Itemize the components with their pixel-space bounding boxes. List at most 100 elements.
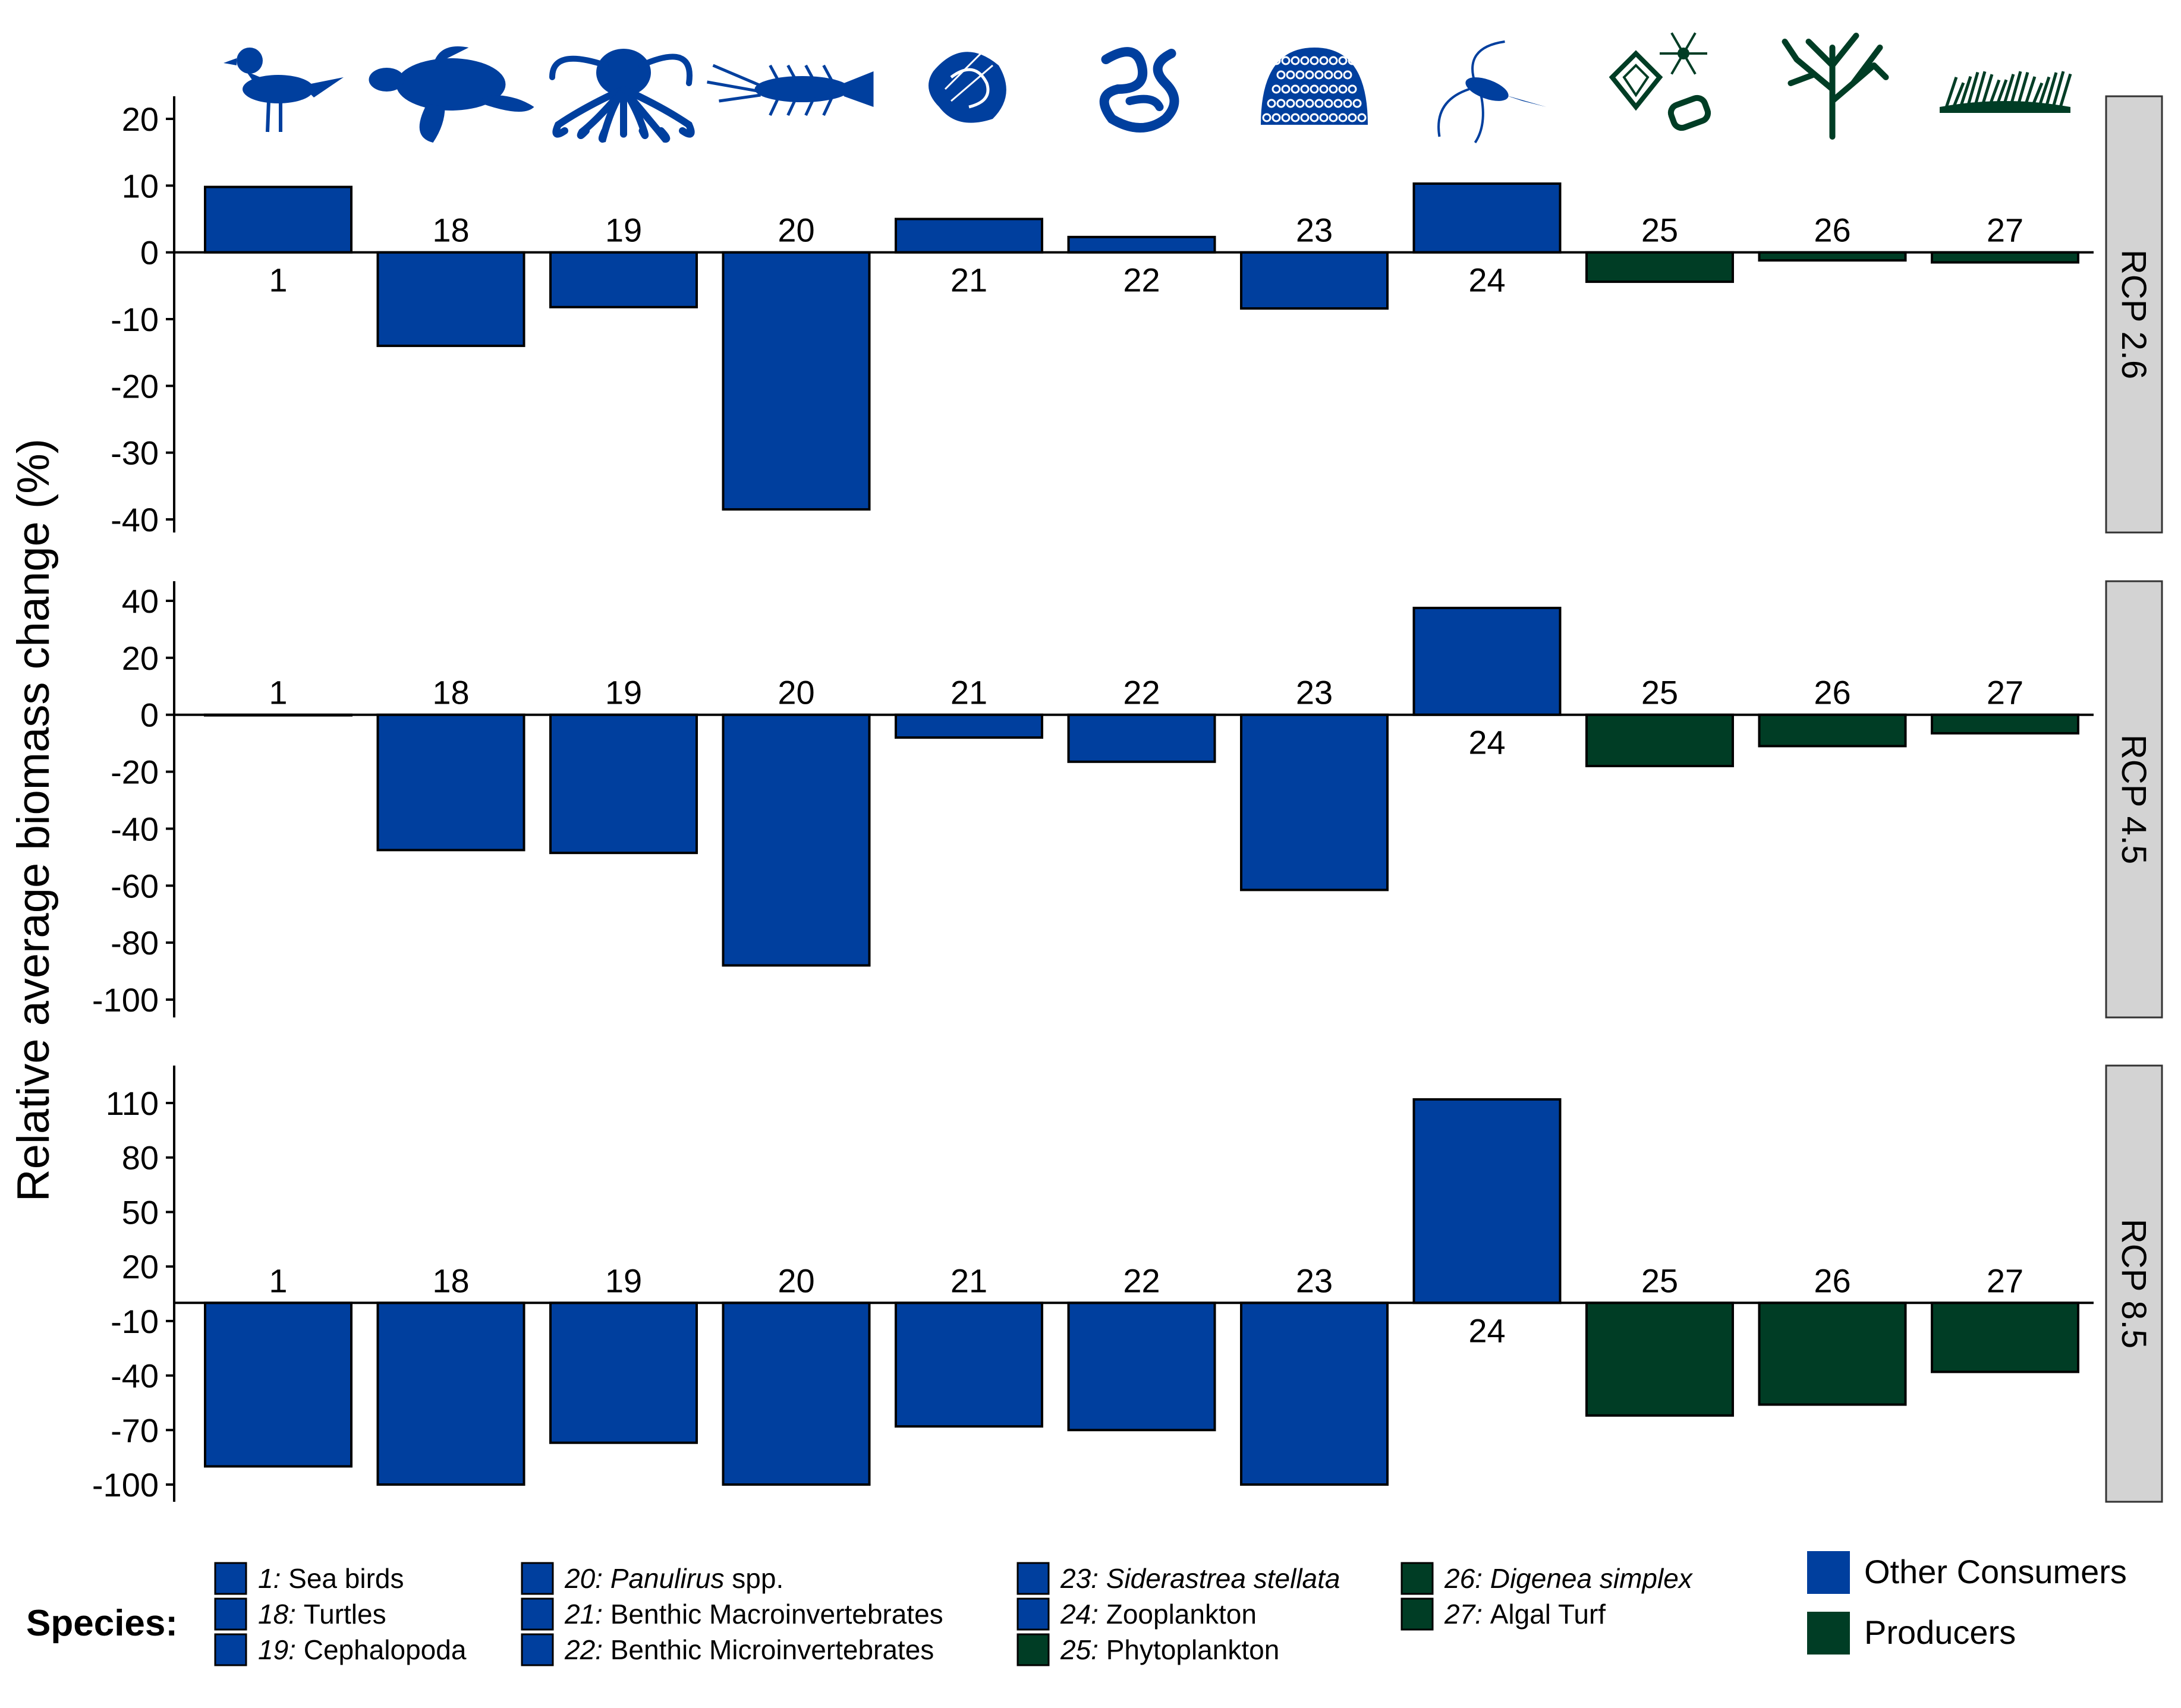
y-tick-label: -20 xyxy=(111,754,159,791)
bar-23 xyxy=(1240,1302,1389,1486)
legend-entry: 23: Siderastrea stellata xyxy=(1060,1563,1340,1594)
legend-swatch xyxy=(214,1633,247,1666)
shell-icon xyxy=(929,52,1006,123)
y-tick-label: -40 xyxy=(111,1357,159,1395)
legend-entry: 25: Phytoplankton xyxy=(1060,1634,1279,1665)
facet-label: RCP 2.6 xyxy=(2114,250,2153,379)
bar-1 xyxy=(204,1302,353,1468)
group-swatch xyxy=(1807,1612,1850,1655)
coral-icon xyxy=(1261,48,1368,125)
bar-18 xyxy=(376,1302,525,1486)
facet-label: RCP 8.5 xyxy=(2114,1219,2153,1348)
octopus-icon xyxy=(549,49,695,143)
legend-swatch xyxy=(521,1633,554,1666)
bar-label-26: 26 xyxy=(1814,1262,1850,1299)
bar-label-19: 19 xyxy=(605,1262,642,1299)
seabird-icon xyxy=(224,48,344,133)
y-tick-label: -30 xyxy=(111,434,159,472)
bar-1 xyxy=(204,185,353,254)
seaweed-icon xyxy=(1782,33,1889,140)
bar-27 xyxy=(1931,251,2079,264)
bar-21 xyxy=(895,1302,1043,1428)
bar-label-20: 20 xyxy=(778,674,814,711)
y-tick-label: -100 xyxy=(92,1466,159,1504)
legend-swatch xyxy=(521,1562,554,1595)
legend-swatch xyxy=(1401,1562,1434,1595)
legend-swatch xyxy=(1016,1562,1050,1595)
bar-label-1: 1 xyxy=(269,674,287,711)
bar-19 xyxy=(549,1302,698,1444)
bar-24 xyxy=(1412,1098,1562,1304)
legend-swatch xyxy=(214,1562,247,1595)
bar-23 xyxy=(1240,713,1389,891)
bar-21 xyxy=(895,218,1043,254)
bar-27 xyxy=(1931,1302,2079,1373)
y-tick-label: -80 xyxy=(111,924,159,962)
bar-label-19: 19 xyxy=(605,212,642,249)
bar-label-21: 21 xyxy=(951,674,987,711)
zooplankton-icon xyxy=(1437,40,1547,144)
legend-title: Species: xyxy=(26,1603,178,1644)
legend-swatch xyxy=(1016,1633,1050,1666)
bar-18 xyxy=(376,713,525,852)
legend-entry: 24: Zooplankton xyxy=(1060,1599,1257,1630)
bar-27 xyxy=(1931,713,2079,735)
algal-turf-icon xyxy=(1940,71,2072,113)
legend-entry: 26: Digenea simplex xyxy=(1444,1563,1694,1594)
worm-icon xyxy=(1099,47,1179,133)
facet-label: RCP 4.5 xyxy=(2114,735,2153,864)
y-tick-label: 110 xyxy=(106,1085,159,1122)
bar-26 xyxy=(1758,251,1907,262)
y-tick-label: 20 xyxy=(122,100,159,138)
bar-label-18: 18 xyxy=(432,674,469,711)
bar-19 xyxy=(549,251,698,308)
facet-strip xyxy=(2105,95,2163,534)
bar-label-1: 1 xyxy=(269,261,287,299)
bar-label-26: 26 xyxy=(1814,212,1850,249)
panel-rcp-2-6: 20 10 0 -10 -20 -30 -40 1 18 19 20 21 22 23 24 25 26 27 RC… xyxy=(111,95,2163,538)
y-tick-label: 80 xyxy=(122,1139,159,1177)
bar-label-23: 23 xyxy=(1296,674,1333,711)
y-tick-label: -70 xyxy=(111,1411,159,1449)
bar-24 xyxy=(1412,606,1562,716)
bar-label-23: 23 xyxy=(1296,1262,1333,1299)
legend: Species: 1: Sea birds 18: Turtles 19: Cepha… xyxy=(26,1551,2127,1666)
y-tick-label: -60 xyxy=(111,867,159,905)
y-tick-label: 0 xyxy=(140,697,159,734)
panel-rcp-4-5: 40 20 0 -20 -40 -60 -80 -100 1 18 19 20 21 22 23 24 25 26… xyxy=(92,580,2163,1019)
bar-label-22: 22 xyxy=(1123,1262,1160,1299)
y-tick-label: 20 xyxy=(122,639,159,677)
bar-25 xyxy=(1585,251,1734,283)
y-tick-label: -20 xyxy=(111,367,159,405)
y-tick-label: 0 xyxy=(140,234,159,272)
lobster-icon xyxy=(707,64,874,116)
bar-label-24: 24 xyxy=(1468,261,1505,299)
y-tick-label: -100 xyxy=(92,981,159,1019)
legend-entry: 1: Sea birds xyxy=(258,1563,404,1594)
bar-24 xyxy=(1412,182,1562,254)
y-tick-label: 10 xyxy=(122,167,159,204)
legend-entry: 21: Benthic Macroinvertebrates xyxy=(564,1599,943,1630)
y-tick-label: -40 xyxy=(111,501,159,538)
bar-label-18: 18 xyxy=(432,212,469,249)
phytoplankton-icon xyxy=(1609,32,1711,131)
bar-25 xyxy=(1585,713,1734,767)
panel-rcp-8-5: 110 80 50 20 -10 -40 -70 -100 1 18 19 20 21 22 23 24 25 2… xyxy=(92,1064,2163,1504)
bar-label-20: 20 xyxy=(778,212,814,249)
bar-26 xyxy=(1758,1302,1907,1406)
bar-label-19: 19 xyxy=(605,674,642,711)
bar-label-27: 27 xyxy=(1987,212,2023,249)
y-tick-label: 20 xyxy=(122,1248,159,1285)
bar-20 xyxy=(722,251,871,511)
bar-label-21: 21 xyxy=(951,1262,987,1299)
bar-25 xyxy=(1585,1302,1734,1417)
y-axis-label: Relative average biomass change (%) xyxy=(8,439,59,1202)
y-tick-label: -40 xyxy=(111,810,159,847)
bar-label-24: 24 xyxy=(1468,724,1505,761)
bar-18 xyxy=(376,251,525,347)
turtle-icon xyxy=(369,46,534,143)
bar-label-21: 21 xyxy=(951,261,987,299)
legend-entry: 20: Panulirus spp. xyxy=(564,1563,783,1594)
bar-label-25: 25 xyxy=(1641,674,1678,711)
